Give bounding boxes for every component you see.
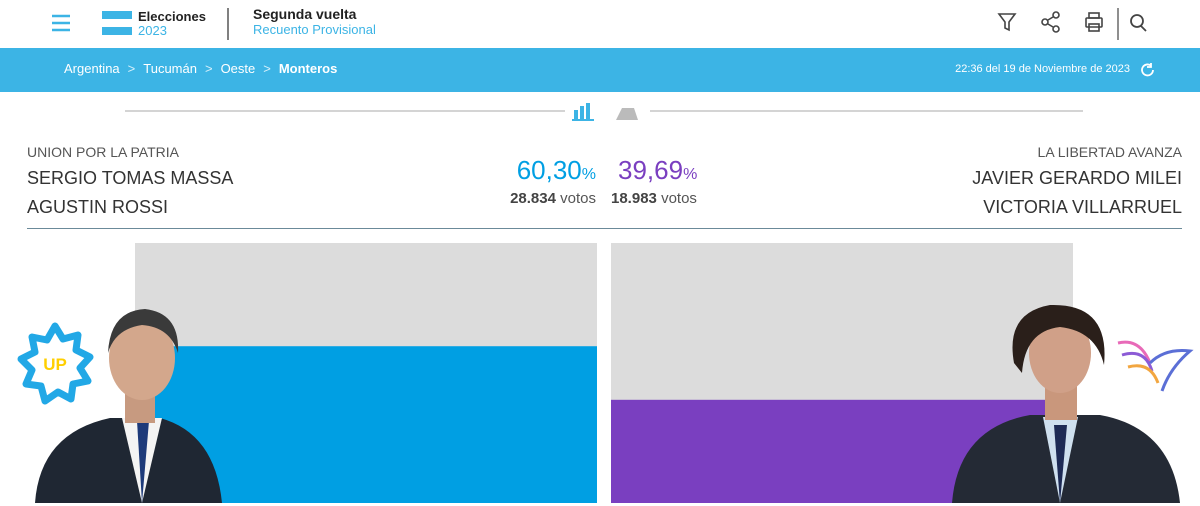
page-subtitle: Recuento Provisional xyxy=(253,22,376,37)
crumb[interactable]: Oeste xyxy=(220,61,256,76)
candidate-photo xyxy=(952,304,1180,503)
view-switch xyxy=(125,103,1083,121)
party: UNION POR LA PATRIA xyxy=(27,144,179,160)
bars-view-button[interactable] xyxy=(572,103,594,121)
percent-value: 60,30 xyxy=(516,155,582,185)
votes-unit: votos xyxy=(560,190,596,207)
votes: 28.834 votos xyxy=(510,190,596,207)
crumb-separator: > xyxy=(204,61,213,76)
percent-unit: % xyxy=(581,166,596,183)
candidate-photo xyxy=(35,309,222,503)
photos: UP xyxy=(17,304,1194,503)
votes-unit: votos xyxy=(661,190,697,207)
crumb[interactable]: Argentina xyxy=(64,61,120,76)
party-badge: UP xyxy=(17,322,94,405)
logo-title: Elecciones xyxy=(138,9,206,24)
top-bar: Elecciones 2023 Segunda vuelta Recuento … xyxy=(0,0,1200,48)
timestamp: 22:36 del 19 de Noviembre de 2023 xyxy=(955,63,1130,75)
crumb[interactable]: Tucumán xyxy=(143,61,197,76)
breadcrumb-bar xyxy=(0,48,1200,92)
percentage: 60,30% xyxy=(517,155,596,186)
percent-value: 39,69 xyxy=(618,155,684,185)
party-logo xyxy=(1117,340,1194,392)
logo-year: 2023 xyxy=(138,23,167,38)
percent-unit: % xyxy=(683,166,698,183)
percentage: 39,69% xyxy=(618,155,697,186)
share-icon[interactable] xyxy=(1041,11,1060,33)
party: LA LIBERTAD AVANZA xyxy=(1037,144,1182,160)
president: SERGIO TOMAS MASSA xyxy=(27,168,234,188)
votes: 18.983 votos xyxy=(611,190,697,207)
print-icon[interactable] xyxy=(1085,12,1103,32)
crumb-separator: > xyxy=(127,61,136,76)
filter-icon[interactable] xyxy=(997,13,1017,32)
search-icon[interactable] xyxy=(1130,14,1147,32)
menu-button[interactable] xyxy=(52,14,70,32)
votes-count: 18.983 xyxy=(611,190,657,207)
crumb-separator: > xyxy=(263,61,271,76)
page-title: Segunda vuelta xyxy=(253,6,357,22)
badge-text: UP xyxy=(43,355,67,374)
top-icons xyxy=(52,8,1147,40)
breadcrumb: Argentina > Tucumán > Oeste > Monteros xyxy=(64,61,337,76)
rule xyxy=(27,228,1182,229)
refresh-icon[interactable] xyxy=(1139,61,1157,79)
votes-count: 28.834 xyxy=(510,190,556,207)
vice: VICTORIA VILLARRUEL xyxy=(983,197,1182,217)
vice: AGUSTIN ROSSI xyxy=(27,197,169,217)
map-view-button[interactable] xyxy=(616,108,638,120)
president: JAVIER GERARDO MILEI xyxy=(972,168,1182,188)
crumb-current: Monteros xyxy=(278,61,338,76)
logo-flag xyxy=(102,11,132,35)
results-bars: UP xyxy=(17,243,1194,503)
